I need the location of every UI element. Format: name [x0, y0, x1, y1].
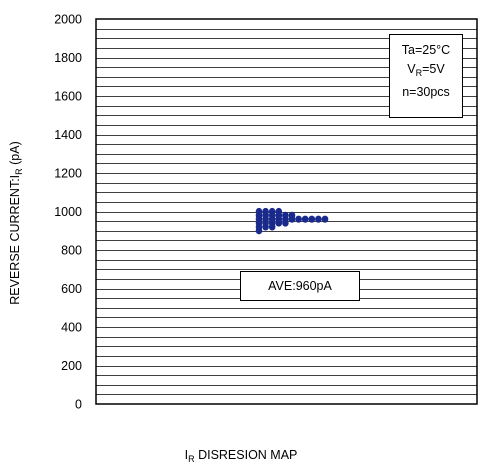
y-tick-label: 1200: [54, 167, 82, 181]
y-axis-label-subscript: R: [14, 168, 24, 175]
data-points: [255, 207, 329, 235]
y-tick-label: 1000: [54, 205, 82, 219]
conditions-legend: Ta=25°C VR=5V n=30pcs: [389, 34, 463, 118]
y-tick-label: 0: [75, 398, 82, 412]
y-tick-labels: 0 200 400 600 800 1000 1200 1400 1600 1800 2000: [54, 13, 82, 412]
y-axis-label-main: REVERSE CURRENT:I: [8, 174, 22, 305]
data-point: [295, 215, 302, 223]
y-axis-label: REVERSE CURRENT:IR (pA): [6, 141, 26, 304]
y-tick-label: 200: [61, 359, 82, 373]
data-point: [301, 215, 309, 223]
x-axis-label: IR DISRESION MAP: [0, 448, 482, 464]
average-text: AVE:960pA: [268, 279, 332, 293]
data-point: [255, 207, 263, 216]
y-tick-label: 800: [61, 244, 82, 258]
x-axis-label-main: I: [184, 448, 189, 462]
y-axis-label-unit: (pA): [8, 141, 22, 169]
x-axis-label-rest: DISRESION MAP: [194, 448, 298, 462]
data-point: [282, 211, 289, 219]
condition-voltage-value: =5V: [422, 62, 445, 76]
condition-voltage-subscript: R: [415, 68, 423, 78]
data-point: [268, 207, 276, 216]
y-tick-label: 1800: [54, 51, 82, 65]
condition-sample-count-text: n=30pcs: [402, 85, 450, 99]
y-tick-label: 1600: [54, 90, 82, 104]
condition-voltage: VR=5V: [390, 60, 462, 83]
data-point: [321, 215, 329, 223]
x-axis-label-subscript: R: [188, 454, 195, 464]
data-point: [288, 211, 296, 219]
condition-sample-count: n=30pcs: [390, 83, 462, 102]
data-point: [262, 207, 269, 216]
y-tick-label: 600: [61, 282, 82, 296]
y-tick-label: 2000: [54, 13, 82, 27]
condition-voltage-main: V: [407, 62, 416, 76]
data-point: [315, 215, 322, 223]
data-point: [308, 215, 316, 223]
condition-temperature: Ta=25°C: [390, 41, 462, 60]
y-tick-label: 400: [61, 321, 82, 335]
condition-temperature-text: Ta=25°C: [401, 43, 451, 57]
data-point: [275, 207, 283, 216]
plot-area-border: [95, 18, 478, 405]
average-annotation: AVE:960pA: [240, 271, 360, 301]
y-tick-label: 1400: [54, 128, 82, 142]
